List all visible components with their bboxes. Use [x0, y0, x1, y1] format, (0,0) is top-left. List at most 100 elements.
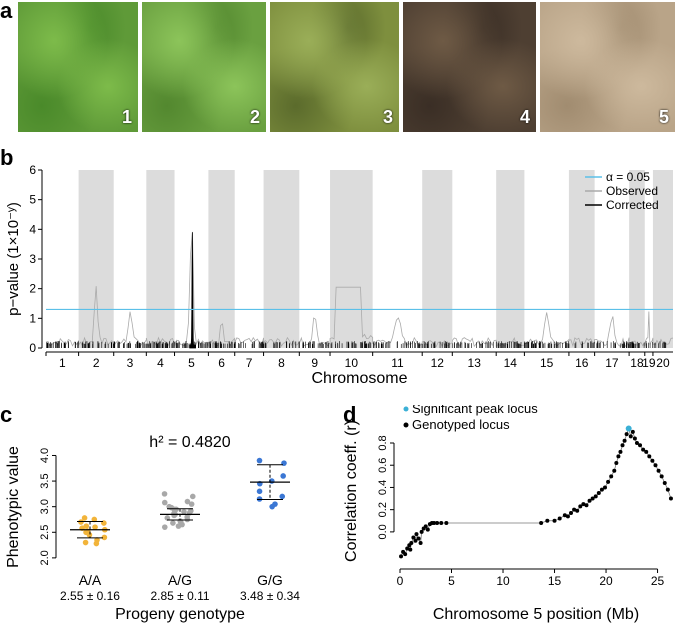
genotyped-locus — [653, 463, 658, 468]
x-tick-label: 3 — [127, 356, 134, 370]
y-tick-label: 3.5 — [39, 473, 51, 488]
panel-c-letter: c — [0, 402, 13, 427]
correlation-line — [400, 427, 672, 557]
group-stat: 3.48 ± 0.34 — [240, 589, 300, 603]
genotyped-locus — [552, 518, 557, 523]
genotyped-locus — [662, 481, 667, 485]
chrom-band — [78, 170, 114, 348]
y-tick-label: 0 — [29, 341, 36, 355]
corrected-peak — [189, 232, 196, 349]
y-tick-label: 3 — [29, 252, 36, 266]
legend-label: α = 0.05 — [606, 170, 650, 184]
chrom-band — [629, 170, 645, 348]
legend-label: Observed — [606, 184, 658, 198]
data-point — [269, 503, 275, 510]
group-label: G/G — [257, 572, 283, 588]
genotyped-locus — [431, 521, 436, 525]
y-tick-label: 4.0 — [39, 448, 51, 463]
genotyped-locus — [545, 518, 550, 523]
x-tick-label: 19 — [642, 356, 656, 370]
data-point — [91, 516, 98, 523]
data-point — [184, 498, 191, 505]
x-tick-label: 5 — [188, 356, 195, 370]
chrom-band — [208, 170, 235, 348]
y-tick-label: 6 — [29, 163, 36, 177]
genotyped-locus — [614, 461, 619, 465]
chrom-band — [330, 170, 373, 348]
legend-label: Significant peak locus — [412, 405, 538, 416]
x-tick-label: 13 — [468, 356, 482, 370]
genotyped-locus — [569, 511, 574, 515]
genotyped-locus — [425, 527, 430, 532]
chrom-band — [568, 170, 595, 348]
genotyped-locus — [622, 438, 627, 443]
genotyped-locus — [578, 504, 583, 509]
group-stat: 2.85 ± 0.11 — [150, 589, 209, 603]
panel-a-letter: a — [0, 0, 13, 23]
chrom-band — [146, 170, 175, 348]
genotyped-locus — [413, 538, 418, 543]
data-point — [256, 457, 263, 464]
photo-number: 5 — [658, 107, 669, 127]
x-tick-label: 20 — [599, 574, 613, 588]
y-tick-label: 0.8 — [377, 435, 389, 450]
x-tick-label: 17 — [605, 356, 619, 370]
genotyped-locus — [630, 429, 635, 434]
legend-label: Genotyped locus — [412, 417, 510, 432]
x-tick-label: 15 — [540, 356, 554, 370]
x-tick-label: 2 — [93, 356, 100, 370]
data-point — [161, 491, 168, 497]
photo-number: 3 — [382, 107, 393, 127]
data-point — [280, 473, 286, 479]
photo-1: 1 — [18, 2, 138, 132]
x-tick-label: 4 — [157, 356, 164, 370]
data-point — [170, 520, 176, 526]
genotyped-locus — [590, 496, 595, 501]
data-point — [92, 524, 98, 530]
group-label: A/A — [79, 572, 102, 588]
photo-4: 4 — [403, 2, 536, 132]
y-tick-label: 0.6 — [377, 458, 389, 473]
genotyped-locus — [596, 491, 601, 495]
x-axis-label: Chromosome — [311, 370, 407, 387]
x-tick-label: 8 — [278, 356, 285, 370]
x-tick-label: 25 — [651, 574, 665, 588]
genotyped-locus — [599, 487, 604, 492]
genotyped-locus — [612, 468, 617, 473]
significant-peak-locus — [625, 425, 632, 432]
x-tick-label: 15 — [548, 574, 562, 588]
legend-label: Corrected — [606, 198, 659, 212]
genotyped-locus — [572, 507, 577, 512]
genotyped-locus — [562, 513, 567, 518]
genotyped-locus — [618, 449, 623, 454]
genotyped-locus — [632, 436, 637, 441]
genotyped-locus — [435, 521, 440, 525]
genotyped-locus — [575, 508, 580, 513]
x-tick-label: 10 — [496, 574, 510, 588]
genotyped-locus — [416, 536, 421, 541]
data-point — [188, 501, 195, 507]
y-tick-label: 4 — [29, 222, 36, 236]
data-point — [81, 515, 88, 521]
y-tick-label: 2 — [29, 282, 36, 296]
x-tick-label: 12 — [431, 356, 445, 370]
genotyped-locus — [409, 541, 414, 545]
x-tick-label: 20 — [656, 356, 670, 370]
genotyped-locus — [634, 441, 639, 445]
photo-number: 4 — [519, 107, 530, 127]
data-point — [175, 523, 182, 529]
correlation-plot: 0.0 0.2 0.4 0.6 0.8 0 5 10 15 20 25 Chromosome 5 po… — [343, 405, 673, 623]
genotyped-locus — [557, 516, 562, 521]
genotyped-locus — [665, 487, 670, 492]
data-point — [181, 509, 187, 515]
genotyped-locus — [565, 514, 570, 519]
x-axis-label: Chromosome 5 position (Mb) — [433, 606, 639, 623]
genotyped-locus — [593, 494, 598, 499]
observed-line — [45, 231, 674, 348]
y-tick-label: 2.0 — [39, 550, 51, 565]
data-point — [164, 515, 171, 521]
panel-b-letter: b — [0, 145, 14, 170]
genotyped-locus — [399, 554, 404, 559]
data-point — [184, 516, 191, 523]
